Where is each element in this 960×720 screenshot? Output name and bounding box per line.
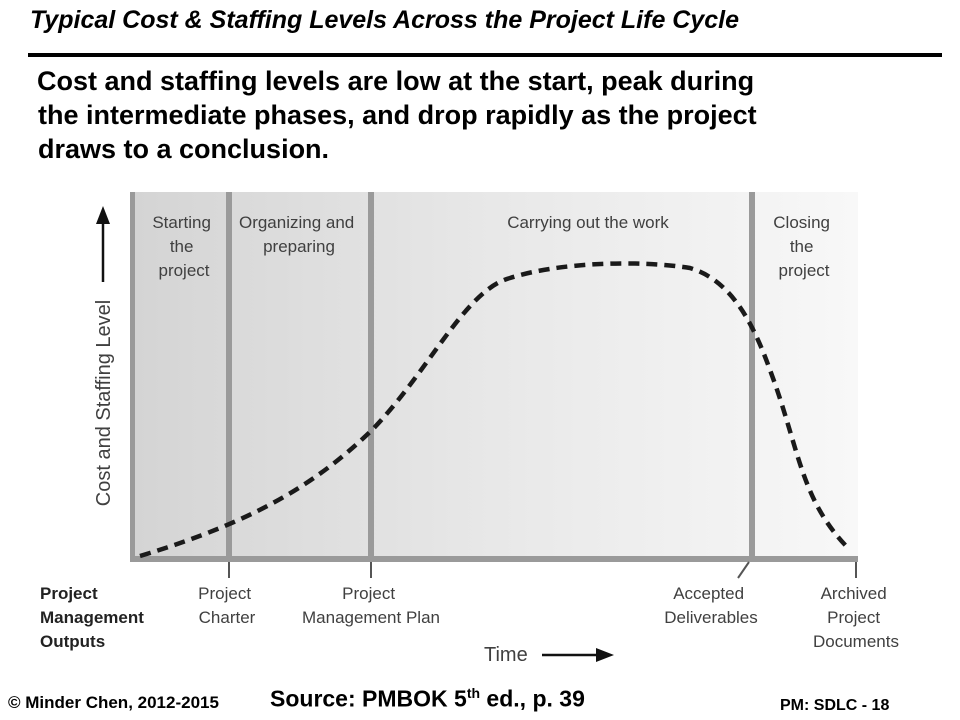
page-number: PM: SDLC - 18 [780, 697, 890, 714]
outputs-heading: Project Management Outputs [40, 584, 149, 651]
summary-text: Cost and staffing levels are low at the … [30, 64, 757, 166]
y-axis-label: Cost and Staffing Level [93, 300, 115, 506]
divider-2 [368, 192, 374, 562]
y-axis-arrowhead [96, 206, 110, 224]
cost-staffing-curve [139, 261, 852, 559]
tick-deliverables [737, 561, 750, 579]
x-axis-arrowhead [596, 648, 614, 662]
output-pm-plan: Project Management Plan [302, 584, 440, 627]
output-accepted-deliverables: Accepted Deliverables [664, 584, 758, 627]
phase-label-closing: Closing the project [773, 213, 834, 280]
source-prefix: Source: PMBOK 5 [270, 685, 467, 712]
divider-1 [226, 192, 232, 562]
slide-title: Typical Cost & Staffing Levels Across th… [30, 6, 740, 34]
source-citation: Source: PMBOK 5th ed., p. 39 [270, 685, 585, 713]
plot-area [132, 192, 858, 560]
source-superscript: th [466, 685, 481, 701]
summary-line-3: draws to a conclusion. [38, 134, 330, 164]
divider-3 [749, 192, 755, 562]
copyright-text: © Minder Chen, 2012-2015 [8, 693, 219, 712]
output-archived-documents: Archived Project Documents [813, 584, 899, 651]
summary-line-2: the intermediate phases, and drop rapidl… [38, 100, 757, 130]
summary-line-1: Cost and staffing levels are low at the … [37, 66, 755, 96]
title-underline [28, 53, 942, 57]
source-suffix: ed., p. 39 [480, 685, 585, 712]
x-axis-label: Time [484, 644, 528, 666]
phase-label-organizing: Organizing and preparing [239, 213, 359, 256]
phase-label-starting: Starting the project [152, 213, 215, 280]
plot-left-axis [130, 192, 135, 562]
phase-label-carrying-out: Carrying out the work [507, 213, 669, 232]
output-project-charter: Project Charter [198, 584, 256, 627]
plot-baseline [130, 556, 858, 562]
